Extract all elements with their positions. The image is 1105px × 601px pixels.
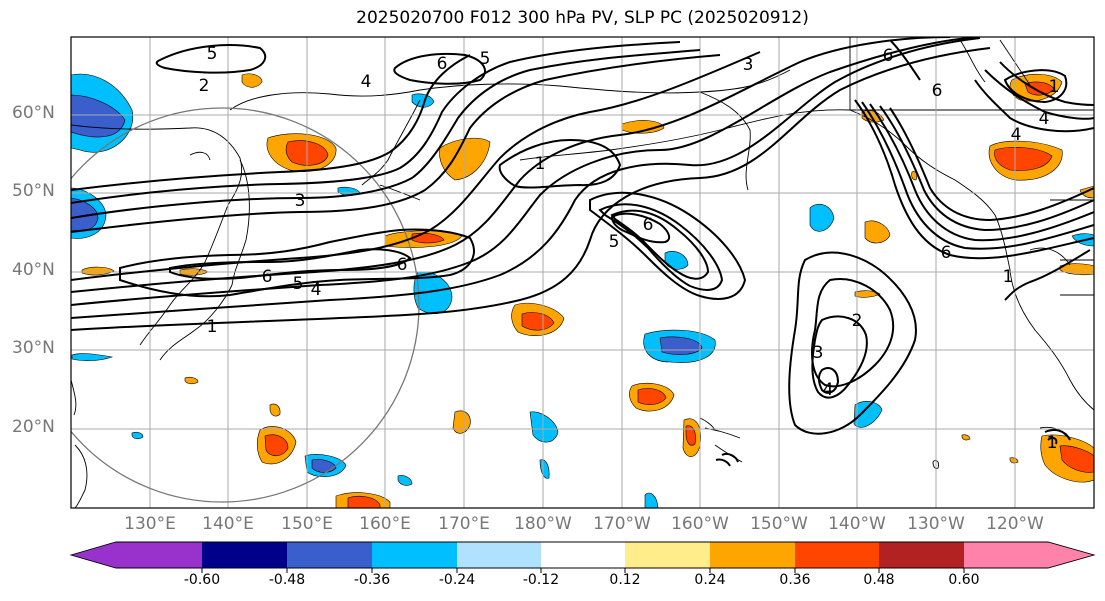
lon-label: 170°E xyxy=(438,514,490,534)
lon-label: 160°W xyxy=(671,514,729,534)
contour-label: 6 xyxy=(932,81,943,101)
contour-label: 2 xyxy=(852,311,863,331)
map-title: 2025020700 F012 300 hPa PV, SLP PC (2025… xyxy=(356,8,809,28)
colorbar-tick-label: -0.36 xyxy=(353,572,391,588)
gridlines xyxy=(71,37,1094,508)
lat-label: 50°N xyxy=(12,181,55,201)
contour-label: 1 xyxy=(207,317,218,337)
contour-label: 4 xyxy=(1039,109,1050,129)
contour-label: 4 xyxy=(311,280,322,300)
contour-label: 6 xyxy=(883,46,894,66)
contour-label: 5 xyxy=(609,232,620,252)
colorbar xyxy=(69,541,1096,573)
lon-label: 130°W xyxy=(907,514,965,534)
contour-label: 6 xyxy=(643,215,654,235)
lon-label: 130°E xyxy=(124,514,176,534)
coastlines xyxy=(71,37,1094,508)
contour-label: 4 xyxy=(361,72,372,92)
contour-label: 6 xyxy=(262,267,273,287)
lon-label: 170°W xyxy=(593,514,651,534)
lon-label: 140°W xyxy=(828,514,886,534)
map-frame xyxy=(70,36,1095,509)
lon-label: 150°E xyxy=(281,514,333,534)
lon-label: 180°W xyxy=(514,514,572,534)
colorbar-tick-label: 0.36 xyxy=(779,572,811,588)
contour-labels: 5 6 5 2 4 3 6 6 1 3 5 6 6 5 4 1 6 2 3 4 … xyxy=(199,44,1060,453)
contour-label: 6 xyxy=(941,243,952,263)
contour-label: 5 xyxy=(293,274,304,294)
colorbar-tick-label: -0.12 xyxy=(522,572,560,588)
contour-label: 5 xyxy=(480,49,491,69)
contour-label: 1 xyxy=(1003,267,1014,287)
lon-label: 150°W xyxy=(750,514,808,534)
colorbar-min-triangle xyxy=(71,542,117,568)
colorbar-max-triangle xyxy=(1048,542,1094,568)
contour-label: 1 xyxy=(1049,77,1060,97)
pv-shading xyxy=(71,73,1094,508)
colorbar-tick-label: -0.60 xyxy=(183,572,221,588)
lat-label: 30°N xyxy=(12,338,55,358)
contour-label: 4 xyxy=(823,380,834,400)
lat-label: 60°N xyxy=(12,103,55,123)
contour-label: 6 xyxy=(437,54,448,74)
colorbar-tick-label: 0.24 xyxy=(694,572,726,588)
lat-label: 20°N xyxy=(12,417,55,437)
contour-label: 5 xyxy=(207,44,218,64)
contour-label: 3 xyxy=(743,55,754,75)
contour-label: 6 xyxy=(397,255,408,275)
lon-label: 160°E xyxy=(359,514,411,534)
contour-label: 2 xyxy=(199,76,210,96)
contour-label: 1 xyxy=(535,154,546,174)
lon-label: 120°W xyxy=(986,514,1044,534)
colorbar-tick-label: 0.48 xyxy=(863,572,895,588)
contour-label: 4 xyxy=(1011,125,1022,145)
colorbar-tick-label: 0.12 xyxy=(609,572,641,588)
lon-label: 140°E xyxy=(202,514,254,534)
range-circle xyxy=(71,107,420,503)
contour-label: 1 xyxy=(1047,433,1058,453)
contour-label: 3 xyxy=(813,343,824,363)
contour-label: 3 xyxy=(295,191,306,211)
lat-label: 40°N xyxy=(12,260,55,280)
slp-contours xyxy=(71,37,1094,467)
colorbar-tick-label: 0.60 xyxy=(948,572,980,588)
colorbar-tick-label: -0.48 xyxy=(268,572,306,588)
colorbar-tick-label: -0.24 xyxy=(438,572,476,588)
